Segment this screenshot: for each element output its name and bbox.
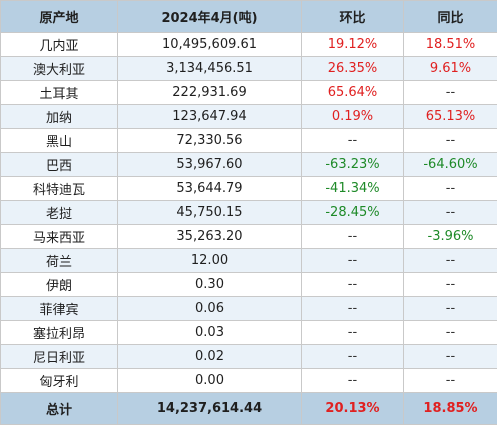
origin-cell: 土耳其: [1, 81, 118, 105]
origin-cell: 黑山: [1, 129, 118, 153]
mom-cell: --: [302, 369, 404, 393]
yoy-cell: -3.96%: [404, 225, 497, 249]
total-origin: 总计: [1, 393, 118, 425]
tons-cell: 0.00: [118, 369, 302, 393]
mom-cell: -41.34%: [302, 177, 404, 201]
header-tons: 2024年4月(吨): [118, 1, 302, 33]
yoy-cell: --: [404, 129, 497, 153]
mom-cell: -63.23%: [302, 153, 404, 177]
tons-cell: 35,263.20: [118, 225, 302, 249]
origin-cell: 加纳: [1, 105, 118, 129]
tons-cell: 3,134,456.51: [118, 57, 302, 81]
total-row: 总计 14,237,614.44 20.13% 18.85%: [1, 393, 497, 425]
total-tons: 14,237,614.44: [118, 393, 302, 425]
yoy-cell: --: [404, 273, 497, 297]
yoy-cell: 9.61%: [404, 57, 497, 81]
mom-cell: 0.19%: [302, 105, 404, 129]
tons-cell: 53,967.60: [118, 153, 302, 177]
origin-cell: 巴西: [1, 153, 118, 177]
tons-cell: 0.30: [118, 273, 302, 297]
mom-cell: 19.12%: [302, 33, 404, 57]
origin-cell: 匈牙利: [1, 369, 118, 393]
tons-cell: 53,644.79: [118, 177, 302, 201]
yoy-cell: 65.13%: [404, 105, 497, 129]
origin-cell: 几内亚: [1, 33, 118, 57]
yoy-cell: --: [404, 369, 497, 393]
mom-cell: --: [302, 345, 404, 369]
tons-cell: 0.03: [118, 321, 302, 345]
header-mom: 环比: [302, 1, 404, 33]
origin-cell: 马来西亚: [1, 225, 118, 249]
header-yoy: 同比: [404, 1, 497, 33]
origin-cell: 菲律宾: [1, 297, 118, 321]
mom-cell: --: [302, 297, 404, 321]
origin-cell: 塞拉利昂: [1, 321, 118, 345]
tons-cell: 45,750.15: [118, 201, 302, 225]
mom-cell: -28.45%: [302, 201, 404, 225]
tons-cell: 0.06: [118, 297, 302, 321]
origin-cell: 荷兰: [1, 249, 118, 273]
mom-cell: --: [302, 321, 404, 345]
yoy-cell: -64.60%: [404, 153, 497, 177]
yoy-cell: --: [404, 201, 497, 225]
total-yoy: 18.85%: [404, 393, 497, 425]
origin-cell: 伊朗: [1, 273, 118, 297]
yoy-cell: --: [404, 177, 497, 201]
header-row: 原产地 2024年4月(吨) 环比 同比: [1, 1, 497, 33]
yoy-cell: --: [404, 249, 497, 273]
yoy-cell: --: [404, 297, 497, 321]
mom-cell: --: [302, 249, 404, 273]
mom-cell: --: [302, 273, 404, 297]
mom-cell: --: [302, 225, 404, 249]
tons-cell: 222,931.69: [118, 81, 302, 105]
mom-cell: --: [302, 129, 404, 153]
tons-cell: 10,495,609.61: [118, 33, 302, 57]
origin-cell: 科特迪瓦: [1, 177, 118, 201]
total-mom: 20.13%: [302, 393, 404, 425]
origin-cell: 老挝: [1, 201, 118, 225]
origin-cell: 澳大利亚: [1, 57, 118, 81]
tons-cell: 72,330.56: [118, 129, 302, 153]
origin-cell: 尼日利亚: [1, 345, 118, 369]
tons-cell: 12.00: [118, 249, 302, 273]
mom-cell: 65.64%: [302, 81, 404, 105]
yoy-cell: 18.51%: [404, 33, 497, 57]
yoy-cell: --: [404, 321, 497, 345]
tons-cell: 123,647.94: [118, 105, 302, 129]
header-origin: 原产地: [1, 1, 118, 33]
yoy-cell: --: [404, 81, 497, 105]
tons-cell: 0.02: [118, 345, 302, 369]
yoy-cell: --: [404, 345, 497, 369]
mom-cell: 26.35%: [302, 57, 404, 81]
